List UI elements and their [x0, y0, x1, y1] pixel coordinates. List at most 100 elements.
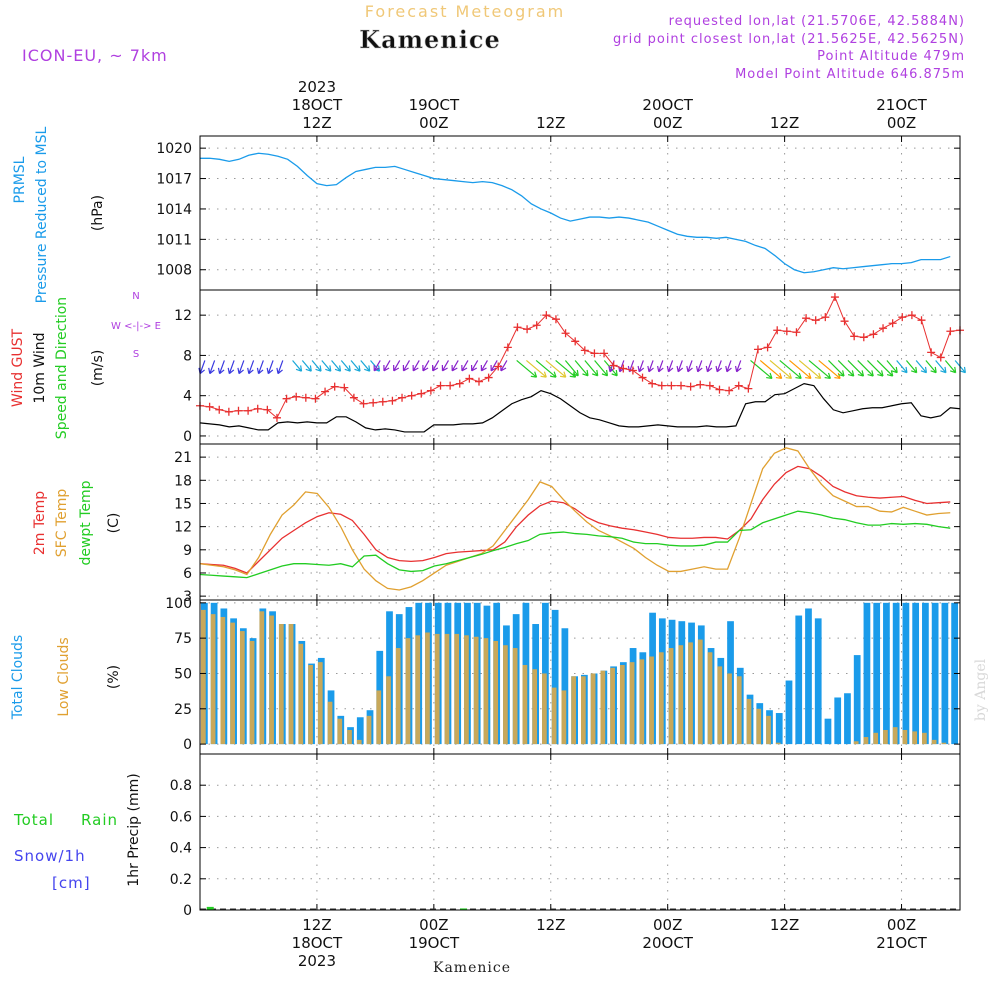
bar-low-clouds — [356, 739, 362, 745]
yticks-pressure: 1008 1011 1014 1017 1020 — [156, 141, 960, 279]
wind-arrow — [217, 360, 225, 375]
time-label-bottom: 00Z — [887, 916, 916, 934]
bar-low-clouds — [444, 633, 450, 745]
bar-low-clouds — [259, 611, 265, 745]
bar-total-clouds — [853, 655, 861, 745]
bar-low-clouds — [746, 698, 752, 745]
gust-point — [811, 316, 820, 325]
wind-arrow — [715, 360, 723, 373]
wind-arrow — [584, 360, 599, 377]
time-label-bottom: 2023 — [298, 952, 336, 970]
bar-low-clouds — [298, 643, 304, 745]
requested-coords: requested lon,lat (21.5706E, 42.5884N) — [669, 14, 965, 29]
bar-total-clouds — [785, 680, 793, 745]
bar-low-clouds — [668, 648, 674, 745]
grid-pressure — [200, 136, 960, 290]
panel-temperature: 2m Temp SFC Temp dewpt Temp (C) 3 6 9 12 15 1… — [32, 443, 961, 605]
ylabel-gust: Wind GUST — [10, 328, 26, 407]
gust-point — [321, 387, 330, 396]
bar-low-clouds — [220, 616, 226, 745]
wind-arrow — [383, 360, 391, 372]
gust-point — [272, 413, 281, 422]
gust-point — [821, 313, 830, 322]
gust-point — [725, 386, 734, 395]
wind-arrow — [857, 360, 874, 377]
wind-arrow — [516, 359, 538, 378]
gust-point — [936, 353, 945, 362]
gust-point — [898, 313, 907, 322]
bar-low-clouds — [610, 667, 615, 745]
bar-low-clouds — [649, 656, 654, 745]
wind-arrow — [208, 360, 216, 375]
bar-low-clouds — [863, 737, 869, 745]
legend-snow: Snow/1h — [14, 847, 86, 865]
wind-arrow — [944, 360, 957, 374]
gust-point — [426, 386, 435, 395]
gust-point — [946, 327, 955, 336]
ytick-label: 6 — [183, 566, 192, 582]
unit-c: (C) — [106, 513, 122, 534]
ytick-label: 12 — [174, 308, 192, 324]
grid-temperature — [200, 444, 960, 600]
bar-low-clouds — [873, 732, 879, 745]
bar-low-clouds — [600, 670, 606, 745]
wind-arrow — [647, 360, 654, 373]
time-label-top: 12Z — [302, 114, 331, 132]
gust-point — [677, 381, 686, 390]
time-label-bottom: 12Z — [302, 916, 331, 934]
bar-low-clouds — [902, 729, 908, 745]
bar-low-clouds — [278, 624, 284, 745]
gust-point — [792, 328, 801, 337]
wind-arrow — [535, 359, 557, 378]
wind-arrow — [837, 360, 855, 377]
wind-arrow — [896, 360, 908, 374]
gust-point — [619, 364, 628, 373]
wind-arrow — [828, 360, 845, 377]
bar-low-clouds — [678, 645, 684, 745]
gust-point — [888, 319, 897, 328]
wind-arrow — [301, 360, 312, 372]
wind-arrow — [331, 360, 342, 372]
bar-total-clouds — [892, 602, 900, 745]
ytick-label: 0 — [183, 737, 192, 753]
ylabel-prmsl: PRMSL — [12, 156, 28, 203]
wind-arrow — [705, 360, 713, 373]
wind-arrow — [311, 360, 322, 372]
wind-arrow — [247, 360, 255, 375]
gust-point — [609, 361, 618, 370]
wind-arrow — [470, 360, 479, 372]
ytick-label: 12 — [174, 520, 192, 536]
unit-precip: 1hr Precip (mm) — [126, 773, 142, 886]
gust-point — [542, 311, 551, 320]
bar-low-clouds — [415, 635, 421, 745]
wind-arrow — [422, 360, 430, 372]
ylabel-total-clouds: Total Clouds — [10, 635, 26, 720]
gust-point — [465, 374, 474, 383]
bar-total-clouds — [356, 717, 364, 745]
gust-point — [840, 317, 849, 326]
bar-low-clouds — [717, 666, 723, 745]
bar-total-clouds — [551, 609, 559, 745]
time-label-top: 00Z — [653, 114, 682, 132]
panel-pressure: PRMSL Pressure Reduced to MSL (hPa) 1008… — [12, 126, 961, 303]
wind-arrow — [393, 360, 401, 372]
ytick-label: 8 — [183, 348, 192, 364]
gust-point — [850, 332, 859, 341]
bar-low-clouds — [317, 662, 323, 745]
bar-low-clouds — [327, 701, 333, 745]
gust-point — [859, 333, 868, 342]
bar-low-clouds — [727, 673, 732, 745]
gust-point — [398, 393, 407, 402]
legend-rain: Rain — [81, 811, 118, 829]
wind-arrow — [769, 359, 793, 380]
wind-arrow — [321, 360, 332, 372]
gust-point — [696, 380, 705, 389]
wind-arrow — [637, 360, 645, 373]
ytick-label: 75 — [174, 631, 192, 647]
bar-low-clouds — [249, 640, 255, 745]
gust-point — [292, 392, 301, 401]
gust-point — [782, 327, 791, 336]
wind-arrow — [779, 359, 802, 380]
wind-arrow — [441, 360, 449, 372]
bar-low-clouds — [230, 622, 235, 745]
